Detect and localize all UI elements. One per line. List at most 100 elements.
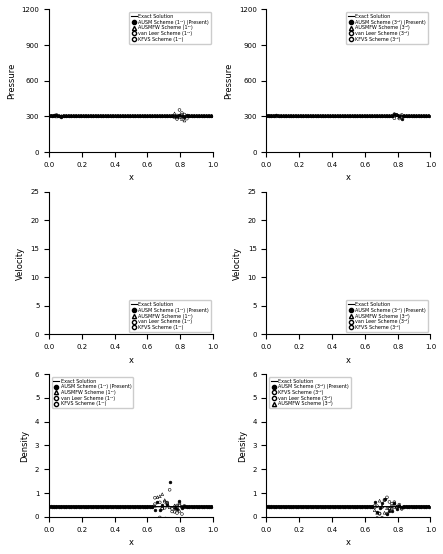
Point — [203, 111, 210, 120]
Point — [393, 163, 400, 172]
Point — [378, 111, 385, 120]
Point — [203, 502, 210, 511]
Point — [102, 163, 109, 172]
Point — [208, 502, 215, 511]
Point — [398, 112, 405, 121]
Point — [73, 163, 80, 172]
Point — [132, 502, 139, 511]
Point — [312, 502, 319, 511]
Point — [55, 112, 62, 121]
Point — [366, 111, 373, 120]
Point — [356, 502, 363, 511]
Point — [315, 163, 322, 172]
Point — [337, 163, 344, 172]
Point — [114, 163, 121, 172]
Point — [342, 502, 349, 511]
Point — [334, 502, 341, 511]
Point — [420, 163, 427, 172]
Point — [51, 502, 58, 511]
Point — [181, 501, 188, 510]
Point — [305, 163, 312, 172]
Point — [403, 502, 410, 511]
Point — [90, 163, 97, 172]
Point — [371, 163, 378, 172]
Point — [376, 496, 383, 505]
Point — [337, 111, 344, 120]
Point — [109, 163, 117, 172]
Point — [65, 502, 72, 511]
Point — [364, 111, 371, 120]
Point — [273, 162, 280, 171]
Point — [87, 163, 94, 172]
Point — [413, 502, 420, 511]
Point — [265, 163, 272, 172]
Point — [127, 163, 134, 172]
Point — [391, 163, 398, 172]
Point — [307, 163, 314, 172]
Point — [406, 111, 413, 120]
Point — [273, 111, 280, 120]
Point — [102, 111, 109, 120]
Point — [418, 163, 425, 172]
Point — [280, 502, 287, 511]
Point — [156, 111, 163, 120]
Point — [48, 111, 55, 120]
Point — [371, 111, 378, 120]
Point — [129, 502, 136, 511]
Point — [384, 111, 391, 120]
Point — [139, 502, 146, 511]
Point — [95, 111, 102, 120]
Point — [408, 163, 415, 172]
Point — [55, 164, 62, 173]
Point — [87, 111, 94, 120]
Point — [310, 163, 317, 172]
Point — [406, 111, 413, 120]
Point — [78, 502, 85, 511]
Point — [141, 163, 148, 172]
Point — [332, 163, 339, 172]
Point — [75, 502, 82, 511]
Y-axis label: Density: Density — [20, 429, 29, 461]
Point — [85, 111, 92, 120]
Point — [136, 111, 144, 120]
Point — [270, 502, 277, 511]
Point — [109, 502, 117, 511]
Point — [168, 515, 175, 524]
Point — [161, 111, 168, 120]
Point — [114, 111, 121, 120]
Point — [361, 111, 369, 120]
Point — [114, 502, 121, 511]
Point — [51, 162, 58, 171]
Point — [381, 163, 388, 172]
Point — [46, 111, 53, 120]
Point — [283, 502, 290, 511]
Point — [307, 163, 314, 172]
Point — [102, 111, 109, 120]
Point — [369, 111, 376, 120]
Point — [310, 111, 317, 120]
Point — [168, 163, 175, 172]
Point — [87, 163, 94, 172]
Point — [75, 111, 82, 120]
Point — [356, 163, 363, 172]
Point — [423, 163, 430, 172]
Point — [305, 163, 312, 172]
Point — [147, 502, 154, 511]
Point — [317, 502, 324, 511]
Point — [307, 163, 314, 172]
Point — [344, 502, 351, 511]
Point — [80, 502, 87, 511]
Point — [315, 502, 322, 511]
Point — [139, 163, 146, 172]
Point — [389, 163, 396, 172]
Point — [124, 163, 132, 172]
Point — [307, 502, 314, 511]
Point — [100, 163, 107, 172]
Point — [163, 499, 171, 507]
Point — [324, 163, 331, 172]
Point — [65, 502, 72, 511]
Point — [141, 502, 148, 511]
Point — [381, 111, 388, 120]
Point — [80, 502, 87, 511]
Point — [97, 111, 104, 120]
